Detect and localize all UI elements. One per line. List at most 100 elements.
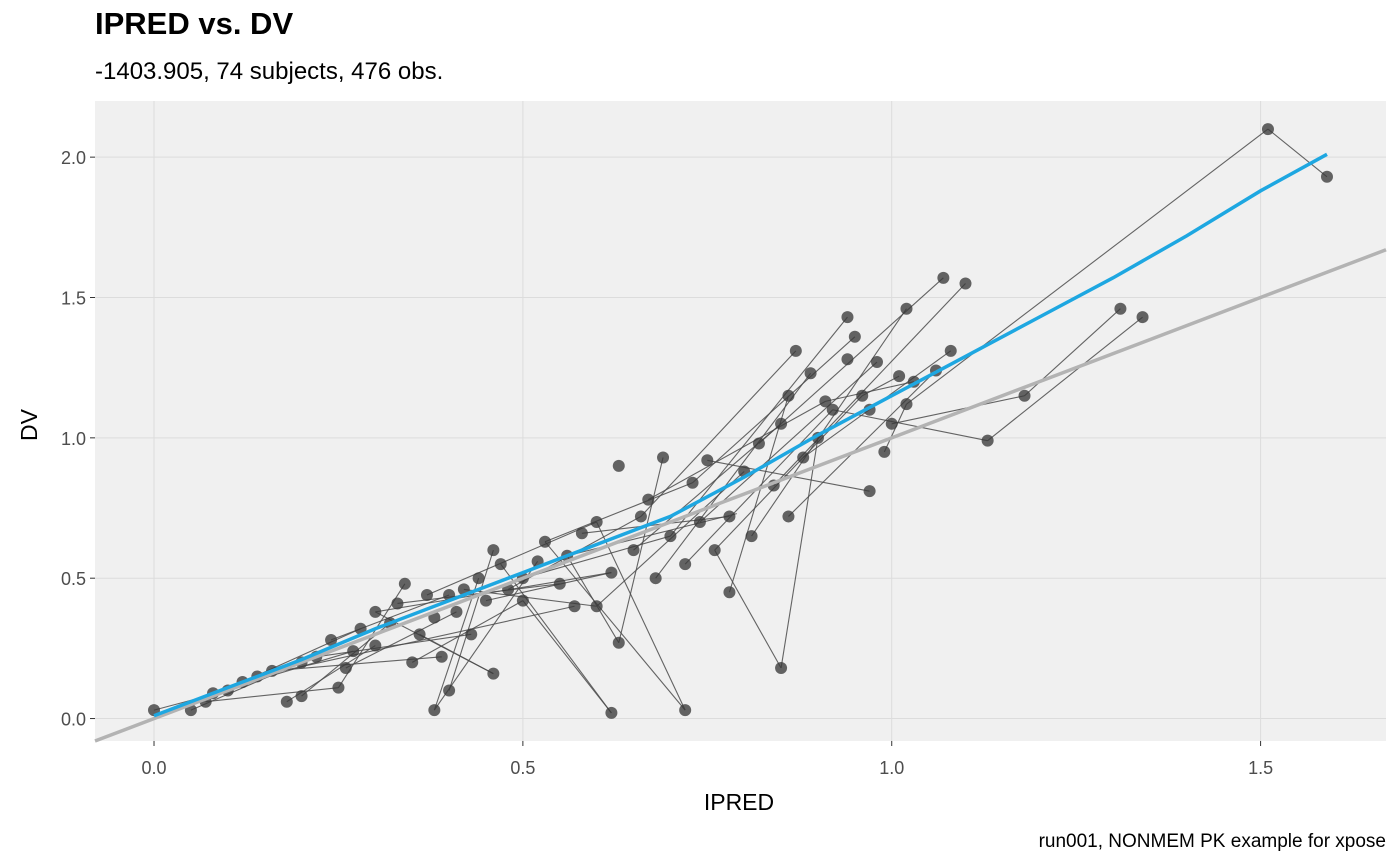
data-point bbox=[391, 597, 404, 610]
data-point bbox=[679, 704, 692, 717]
data-point bbox=[435, 650, 448, 663]
data-point bbox=[354, 622, 367, 635]
subject-line bbox=[906, 128, 1269, 405]
subject-line bbox=[544, 482, 693, 543]
data-point bbox=[369, 639, 382, 652]
data-point bbox=[900, 398, 913, 411]
x-tick-label: 1.5 bbox=[1248, 758, 1273, 778]
y-axis-ticks: 0.0 0.5 1.0 1.5 2.0 bbox=[61, 148, 95, 730]
subject-line bbox=[751, 308, 907, 537]
data-point bbox=[487, 667, 500, 680]
data-point bbox=[819, 395, 832, 408]
subject-line bbox=[699, 361, 878, 523]
data-point bbox=[1136, 311, 1149, 324]
data-point bbox=[797, 451, 810, 464]
subject-line bbox=[1267, 128, 1328, 178]
data-point bbox=[863, 485, 876, 498]
data-point bbox=[612, 459, 625, 472]
subject-line bbox=[522, 600, 612, 714]
subject-line bbox=[596, 521, 686, 711]
data-point bbox=[723, 510, 736, 523]
data-point bbox=[1261, 123, 1274, 136]
y-tick-label: 0.5 bbox=[61, 569, 86, 589]
data-point bbox=[959, 277, 972, 290]
data-point bbox=[347, 645, 360, 658]
subject-line bbox=[522, 535, 671, 579]
y-tick-label: 1.0 bbox=[61, 429, 86, 449]
data-point bbox=[479, 594, 492, 607]
data-point bbox=[450, 605, 463, 618]
data-point bbox=[487, 544, 500, 557]
data-point bbox=[605, 566, 618, 579]
grid-lines bbox=[95, 101, 1386, 741]
data-point bbox=[642, 493, 655, 506]
data-point bbox=[295, 690, 308, 703]
subject-line bbox=[655, 372, 812, 579]
subject-line bbox=[485, 572, 612, 602]
data-point bbox=[369, 605, 382, 618]
data-point bbox=[590, 516, 603, 529]
data-point bbox=[752, 437, 765, 450]
subject-line bbox=[448, 549, 494, 691]
subject-line bbox=[987, 316, 1143, 442]
data-point bbox=[937, 271, 950, 284]
data-point bbox=[848, 330, 861, 343]
data-point bbox=[634, 510, 647, 523]
subject-line bbox=[648, 400, 826, 501]
subject-line bbox=[426, 521, 597, 596]
subject-line bbox=[375, 572, 612, 613]
data-point bbox=[981, 434, 994, 447]
data-point bbox=[804, 367, 817, 380]
data-point bbox=[428, 704, 441, 717]
chart-caption: run001, NONMEM PK example for xpose bbox=[1038, 831, 1386, 852]
data-point bbox=[649, 572, 662, 585]
subject-line bbox=[773, 283, 966, 486]
data-point bbox=[775, 417, 788, 430]
subject-line bbox=[891, 395, 1025, 425]
data-point bbox=[841, 353, 854, 366]
data-point bbox=[693, 516, 706, 529]
data-point bbox=[708, 544, 721, 557]
chart-subtitle: -1403.905, 74 subjects, 476 obs. bbox=[95, 58, 444, 85]
subject-line bbox=[257, 605, 575, 677]
y-tick-label: 2.0 bbox=[61, 148, 86, 168]
data-point bbox=[878, 445, 891, 458]
data-point bbox=[325, 633, 338, 646]
subject-line bbox=[419, 633, 494, 675]
data-point bbox=[841, 311, 854, 324]
data-point bbox=[516, 594, 529, 607]
subject-line bbox=[692, 336, 856, 484]
data-point bbox=[332, 681, 345, 694]
data-point bbox=[745, 530, 758, 543]
data-point bbox=[1018, 389, 1031, 402]
data-point bbox=[856, 389, 869, 402]
data-point bbox=[494, 558, 507, 571]
data-point bbox=[782, 389, 795, 402]
data-point bbox=[398, 577, 411, 590]
data-point bbox=[1114, 302, 1127, 315]
subject-line bbox=[788, 370, 937, 517]
y-tick-label: 0.0 bbox=[61, 710, 86, 730]
data-point bbox=[406, 656, 419, 669]
data-point bbox=[679, 558, 692, 571]
data-point bbox=[627, 544, 640, 557]
data-point bbox=[686, 476, 699, 489]
data-point bbox=[443, 684, 456, 697]
subject-line bbox=[316, 633, 472, 658]
data-point bbox=[893, 370, 906, 383]
subject-line bbox=[433, 578, 480, 711]
data-point bbox=[612, 636, 625, 649]
x-tick-label: 0.5 bbox=[510, 758, 535, 778]
subject-line bbox=[861, 375, 900, 397]
y-tick-label: 1.5 bbox=[61, 288, 86, 308]
x-tick-label: 1.0 bbox=[879, 758, 904, 778]
subject-line bbox=[714, 549, 782, 669]
data-point bbox=[280, 695, 293, 708]
data-point bbox=[775, 662, 788, 675]
subject-line bbox=[500, 563, 612, 714]
data-point bbox=[885, 417, 898, 430]
data-point bbox=[900, 302, 913, 315]
data-point bbox=[465, 628, 478, 641]
x-axis-ticks: 0.0 0.5 1.0 1.5 bbox=[142, 741, 1273, 778]
